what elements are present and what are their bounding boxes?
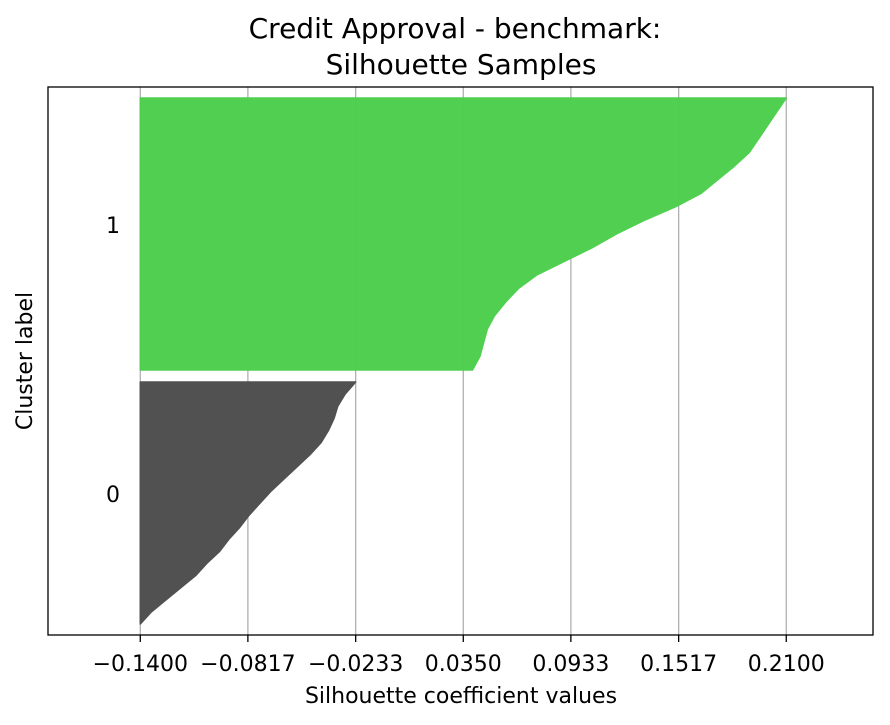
chart-title-line-2: Silhouette Samples [326,48,597,81]
y-tick-label: 1 [106,214,120,239]
x-tick-label: −0.0233 [308,652,403,677]
y-axis-ticks: 01 [106,214,120,508]
x-tick-label: 0.1517 [640,652,717,677]
x-tick-label: 0.2100 [748,652,825,677]
silhouette-area-cluster-0 [139,381,357,625]
plot-frame [47,86,874,636]
silhouette-area-cluster-1 [139,97,788,371]
silhouette-areas [139,97,788,625]
x-tick-label: −0.1400 [93,652,188,677]
x-axis-label: Silhouette coefficient values [305,684,617,709]
x-tick-label: −0.0817 [200,652,295,677]
y-axis-label: Cluster label [13,292,38,430]
x-tick-label: 0.0350 [425,652,502,677]
x-axis-ticks: −0.1400 −0.0817 −0.0233 0.0350 0.0933 0.1517 0… [93,635,825,677]
x-tick-label: 0.0933 [532,652,609,677]
chart-title-line-1: Credit Approval - benchmark: [249,12,662,45]
y-tick-label: 0 [106,483,120,508]
